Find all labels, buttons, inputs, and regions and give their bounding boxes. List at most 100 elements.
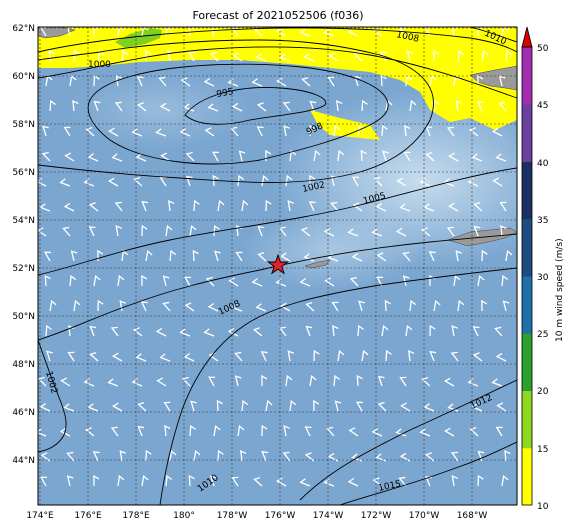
wind-barb xyxy=(443,377,455,387)
wind-barb xyxy=(453,274,461,287)
isobar-1015 xyxy=(339,441,517,505)
isobar-995 xyxy=(184,87,327,125)
wind-barb xyxy=(111,352,123,362)
wind-barb xyxy=(213,424,221,437)
wind-barb xyxy=(141,474,149,487)
lon-label: 178°W xyxy=(217,511,248,521)
wind-barb xyxy=(238,150,246,162)
wind-barb xyxy=(327,76,335,87)
wind-barb xyxy=(119,450,126,462)
wind-barb xyxy=(89,325,97,337)
location-star-marker xyxy=(266,253,290,275)
wind-barb xyxy=(135,353,147,362)
wind-barb xyxy=(168,200,175,212)
wind-barb xyxy=(500,224,507,237)
wind-barb xyxy=(429,350,437,362)
wind-barb xyxy=(231,476,239,487)
wind-barb xyxy=(407,350,415,362)
wind-barb xyxy=(93,100,101,112)
lon-label: 172°W xyxy=(361,511,392,521)
wind-barb xyxy=(63,126,71,137)
wind-barb xyxy=(256,126,264,137)
wind-barb xyxy=(495,153,507,162)
wind-barb xyxy=(375,202,387,212)
wind-barb xyxy=(189,424,196,437)
wind-barb xyxy=(111,153,123,162)
wind-barb xyxy=(186,175,193,187)
wind-barb xyxy=(252,327,263,337)
isobar-label: 1002 xyxy=(302,180,326,195)
lon-label: 168°W xyxy=(457,511,488,521)
wind-barb xyxy=(165,474,173,487)
wind-barb xyxy=(164,424,171,437)
wind-barb xyxy=(477,274,485,287)
precip-region xyxy=(38,27,517,130)
wind-barb xyxy=(433,49,440,62)
wind-barb xyxy=(481,299,488,312)
wind-barb xyxy=(97,49,105,62)
wind-barb xyxy=(275,278,287,287)
wind-barb xyxy=(159,353,171,362)
wind-barb xyxy=(495,426,503,437)
wind-barb xyxy=(265,199,272,212)
wind-barb xyxy=(323,478,335,487)
wind-barb xyxy=(251,78,263,87)
wind-barb xyxy=(235,251,243,262)
wind-barb xyxy=(44,274,51,287)
wind-barb xyxy=(425,151,435,162)
wind-barb xyxy=(228,277,239,287)
wind-barb xyxy=(121,49,129,62)
wind-barb xyxy=(429,324,436,337)
wind-barb xyxy=(421,377,431,387)
wind-barb xyxy=(477,474,484,487)
wind-barb xyxy=(260,351,268,362)
wind-barb xyxy=(481,49,489,62)
wind-barb xyxy=(92,451,100,462)
wind-barb xyxy=(72,99,79,112)
wind-barb xyxy=(402,275,410,287)
wind-barb xyxy=(237,424,245,437)
lon-label: 176°W xyxy=(265,511,296,521)
wind-barb xyxy=(85,126,95,137)
wind-barb xyxy=(372,477,383,487)
wind-barb xyxy=(428,251,436,262)
wind-barb xyxy=(59,178,71,187)
wind-barb xyxy=(227,327,239,337)
wind-barb xyxy=(97,249,104,262)
wind-barb xyxy=(287,200,294,212)
wind-barb xyxy=(299,478,311,487)
wind-barb xyxy=(107,177,119,187)
colorbar-tick: 35 xyxy=(537,216,548,226)
wind-barb xyxy=(188,474,195,487)
wind-barb xyxy=(62,226,71,237)
wind-barb xyxy=(159,102,171,112)
wind-barb xyxy=(231,102,243,112)
wind-barb xyxy=(239,450,247,462)
wind-barb xyxy=(234,375,242,387)
wind-barb xyxy=(114,101,123,112)
wind-barb xyxy=(97,299,104,312)
wind-barb xyxy=(380,74,387,87)
isobar-1008 xyxy=(38,233,517,341)
wind-barb xyxy=(141,200,149,212)
lat-label: 60°N xyxy=(12,72,35,82)
wind-barb xyxy=(163,401,171,412)
wind-barb xyxy=(400,402,411,412)
wind-barb xyxy=(469,426,479,437)
wind-barb xyxy=(447,403,459,412)
wind-barb xyxy=(433,99,440,112)
wind-barb xyxy=(73,49,81,62)
wind-barb xyxy=(326,426,335,437)
wind-barb xyxy=(347,27,359,37)
wind-barb xyxy=(160,152,171,162)
wind-barb xyxy=(261,424,268,437)
lon-label: 180° xyxy=(173,511,195,521)
wind-barb xyxy=(88,226,96,237)
wind-barb xyxy=(135,153,147,162)
wind-barb xyxy=(205,276,215,287)
wind-barb xyxy=(181,376,191,387)
wind-barb xyxy=(468,127,479,137)
wind-barb xyxy=(406,50,414,62)
wind-barb xyxy=(423,403,435,412)
lon-label: 170°W xyxy=(409,511,440,521)
